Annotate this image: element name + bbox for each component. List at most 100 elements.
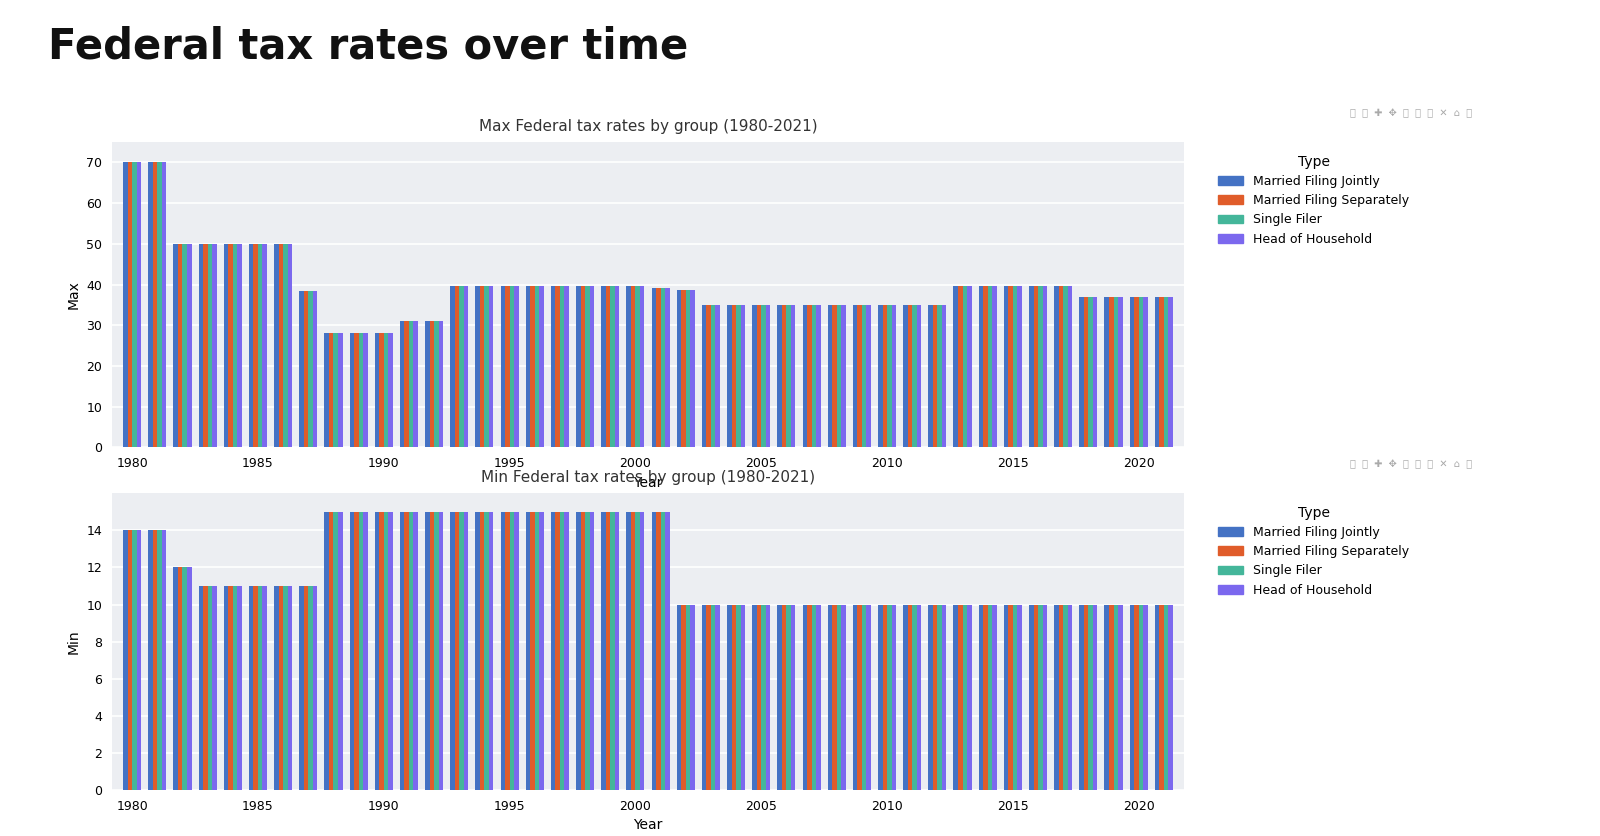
Bar (966, 604, 971, 790)
Bar (656, 288, 661, 447)
Bar (464, 512, 469, 790)
Bar (867, 604, 870, 790)
Bar (677, 604, 682, 790)
Bar (661, 512, 666, 790)
Bar (630, 512, 635, 790)
Bar (938, 604, 942, 790)
Bar (438, 321, 443, 447)
Bar (987, 604, 992, 790)
Bar (635, 512, 640, 790)
Text: Federal tax rates over time: Federal tax rates over time (48, 25, 688, 67)
Bar (778, 305, 782, 447)
Title: Min Federal tax rates by group (1980-2021): Min Federal tax rates by group (1980-202… (482, 470, 814, 485)
Bar (123, 530, 128, 790)
Bar (384, 512, 389, 790)
Bar (526, 512, 530, 790)
Bar (811, 604, 816, 790)
Bar (224, 244, 229, 447)
Legend: Married Filing Jointly, Married Filing Separately, Single Filer, Head of Househo: Married Filing Jointly, Married Filing S… (1211, 499, 1416, 603)
Bar (304, 291, 309, 447)
Bar (963, 286, 966, 447)
Bar (602, 286, 606, 447)
Bar (349, 334, 354, 447)
Bar (565, 512, 570, 790)
Bar (1139, 604, 1144, 790)
Bar (208, 244, 213, 447)
Bar (1018, 604, 1022, 790)
Bar (614, 286, 619, 447)
Bar (1064, 604, 1067, 790)
Bar (757, 305, 762, 447)
Bar (933, 305, 938, 447)
Bar (602, 512, 606, 790)
Bar (787, 604, 790, 790)
Bar (1130, 297, 1134, 447)
Bar (626, 286, 630, 447)
Bar (136, 162, 141, 447)
Bar (506, 286, 509, 447)
Bar (530, 286, 534, 447)
Bar (530, 512, 534, 790)
Bar (686, 604, 690, 790)
Bar (274, 244, 278, 447)
Bar (1034, 604, 1038, 790)
Bar (1003, 604, 1008, 790)
Bar (726, 604, 731, 790)
Bar (590, 286, 594, 447)
Bar (454, 512, 459, 790)
Bar (560, 512, 565, 790)
Bar (410, 321, 413, 447)
Bar (349, 512, 354, 790)
Bar (912, 305, 917, 447)
Bar (942, 305, 947, 447)
Bar (384, 334, 389, 447)
Bar (475, 286, 480, 447)
Bar (555, 512, 560, 790)
Bar (1013, 604, 1018, 790)
Bar (438, 512, 443, 790)
Bar (450, 286, 454, 447)
Bar (1003, 286, 1008, 447)
Bar (509, 286, 514, 447)
Bar (806, 604, 811, 790)
Bar (1008, 286, 1013, 447)
Bar (325, 334, 330, 447)
Bar (736, 604, 741, 790)
Bar (1139, 297, 1144, 447)
Bar (152, 162, 157, 447)
Bar (454, 286, 459, 447)
Bar (1160, 297, 1163, 447)
Bar (1114, 604, 1118, 790)
Bar (954, 604, 958, 790)
Bar (842, 604, 846, 790)
Bar (534, 286, 539, 447)
Bar (782, 305, 787, 447)
Bar (262, 244, 267, 447)
Bar (299, 586, 304, 790)
Y-axis label: Max: Max (67, 280, 80, 309)
Bar (954, 286, 958, 447)
Bar (426, 512, 429, 790)
Bar (827, 305, 832, 447)
Bar (731, 604, 736, 790)
Bar (1067, 286, 1072, 447)
Bar (253, 244, 258, 447)
Bar (731, 305, 736, 447)
Bar (586, 512, 590, 790)
Bar (690, 290, 694, 447)
Bar (832, 604, 837, 790)
Bar (606, 512, 610, 790)
Bar (752, 305, 757, 447)
Bar (152, 530, 157, 790)
Bar (1109, 297, 1114, 447)
Bar (1118, 604, 1123, 790)
Bar (590, 512, 594, 790)
Bar (363, 512, 368, 790)
Bar (702, 604, 706, 790)
Bar (128, 530, 133, 790)
Bar (1104, 604, 1109, 790)
Bar (992, 604, 997, 790)
Bar (1083, 297, 1088, 447)
Bar (1083, 604, 1088, 790)
Bar (928, 604, 933, 790)
